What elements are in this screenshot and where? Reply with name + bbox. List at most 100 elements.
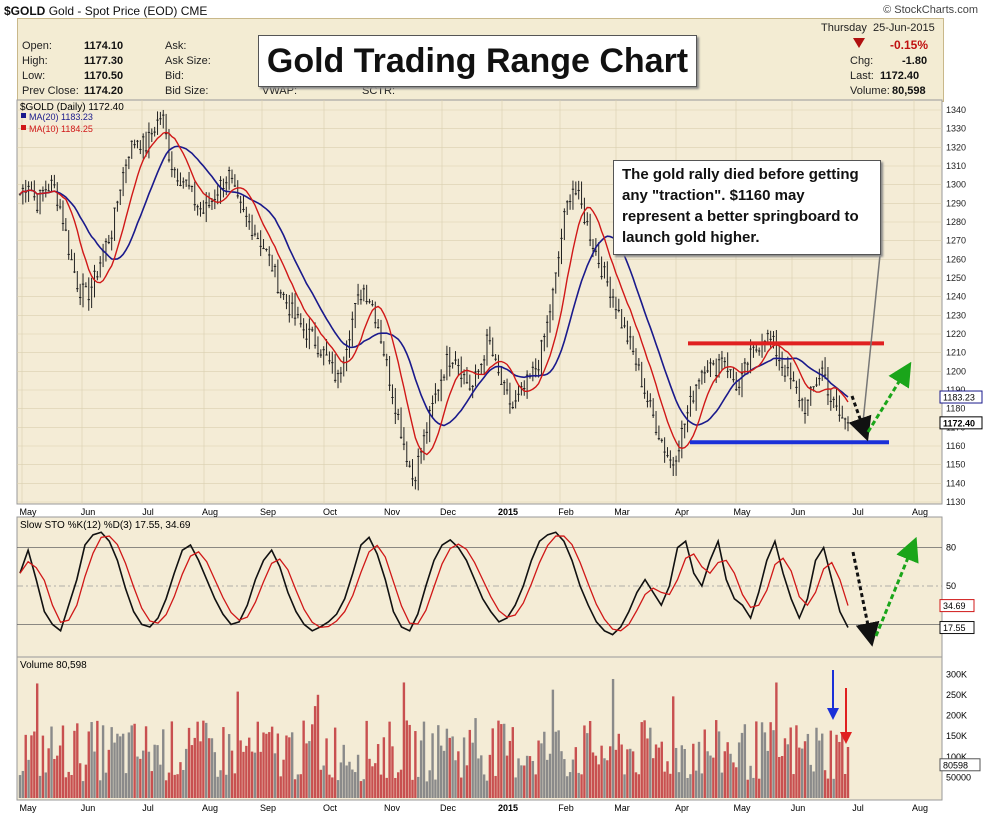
volume-bar [299, 774, 302, 798]
volume-bar [164, 780, 168, 798]
volume-bar [657, 747, 661, 798]
volume-bar [491, 728, 494, 798]
volume-bar [649, 727, 652, 798]
volume-bar [30, 735, 33, 798]
volume-bar [480, 755, 483, 798]
stockcharts-logo[interactable]: © StockCharts.com [883, 4, 978, 16]
volume-bar [336, 780, 340, 798]
volume-bar [202, 720, 205, 798]
volume-tag-label: 80598 [943, 760, 968, 770]
volume-bar [789, 727, 792, 798]
volume-bar [159, 764, 162, 798]
volume-bar [279, 776, 282, 798]
volume-bar [606, 760, 609, 798]
volume-bar [308, 741, 311, 798]
volume-bar [402, 682, 406, 798]
volume-bar [230, 750, 234, 798]
volume-bar [179, 762, 182, 798]
volume-bar [743, 724, 747, 798]
callout-pointer [861, 254, 881, 433]
volume-bar [786, 744, 790, 798]
volume-bar [325, 738, 328, 798]
x-tick-label: May [19, 507, 37, 517]
volume-bar [629, 748, 632, 798]
volume-bar [563, 759, 566, 798]
volume-bar [104, 772, 108, 798]
volume-bar [838, 741, 841, 798]
volume-bar [259, 751, 262, 798]
x-tick-label: Sep [260, 507, 276, 517]
x-tick-label: Jun [81, 803, 96, 813]
volume-bar [127, 732, 131, 798]
volume-bar [394, 777, 397, 798]
price-tick-label: 1230 [946, 310, 966, 320]
price-tick-label: 1330 [946, 124, 966, 134]
price-tags: 1183.23 1172.40 [939, 390, 983, 430]
symbol: $GOLD [4, 4, 46, 18]
volume-bar [442, 750, 446, 798]
volume-bar [422, 721, 426, 798]
volume-tick-label: 300K [946, 669, 967, 679]
volume-axis: 50000 100K 150K 200K 250K 300K 80598 [939, 669, 981, 782]
volume-bar [709, 755, 712, 798]
volume-tick-label: 150K [946, 731, 967, 741]
volume-bar [651, 758, 655, 798]
volume-bar [90, 722, 93, 798]
x-tick-label: Aug [202, 803, 218, 813]
x-tick-label: Aug [912, 803, 928, 813]
volume-bar [38, 775, 42, 798]
volume-bar [626, 749, 629, 798]
volume-tag-box [939, 758, 981, 772]
volume-bar [296, 774, 300, 798]
x-axis-volume: May Jun Jul Aug Sep Oct Nov Dec 2015 Feb Mar Apr May… [19, 803, 928, 813]
price-panel-title: $GOLD (Daily) 1172.40 [20, 102, 124, 113]
volume-bar [623, 774, 626, 798]
volume-bar [417, 776, 420, 798]
volume-bar [144, 726, 148, 798]
volume-tick-label: 100K [946, 752, 967, 762]
volume-bar [439, 745, 443, 798]
volume-bar [56, 755, 59, 798]
volume-bar [374, 763, 377, 798]
volume-bar [643, 720, 646, 798]
volume-bar [815, 727, 818, 798]
volume-bar [597, 764, 600, 798]
price-tick-label: 1250 [946, 273, 966, 283]
stochastic-tag-box [939, 599, 975, 613]
volume-bar [245, 745, 248, 798]
volume-bar [594, 755, 598, 798]
stochastic-d-line [19, 535, 849, 632]
volume-bar [53, 758, 56, 798]
volume-bar [528, 756, 532, 798]
price-tick-label: 1290 [946, 198, 966, 208]
volume-title: Volume 80,598 [20, 660, 87, 671]
volume-bar [798, 747, 801, 798]
volume-bar [692, 743, 695, 798]
volume-bar [792, 774, 795, 798]
volume-bar [193, 737, 196, 798]
volume-bar [121, 733, 125, 798]
price-tag-label: 1172.40 [943, 418, 975, 428]
volume-bar [33, 731, 36, 798]
volume-bar [133, 723, 136, 798]
volume-bar [749, 765, 752, 798]
sctr-label: SCTR: [362, 85, 395, 97]
volume-bar [242, 751, 245, 798]
volume-bar [288, 737, 291, 798]
volume-bar [419, 740, 423, 798]
volume-bar [124, 773, 128, 798]
volume-bar [826, 778, 830, 798]
volume-bar [812, 771, 815, 798]
header-title: $GOLD Gold - Spot Price (EOD) CME [4, 4, 207, 18]
volume-bar [96, 720, 99, 798]
volume-bar [674, 747, 678, 798]
x-tick-label: Jul [142, 507, 154, 517]
volume-bar [800, 748, 804, 798]
volume-bar [591, 752, 595, 798]
volume-bar [119, 736, 122, 798]
volume-bar [282, 759, 285, 798]
volume-bar [471, 742, 474, 798]
volume-bar [821, 733, 824, 798]
stochastic-tag-label: 17.55 [943, 623, 966, 633]
